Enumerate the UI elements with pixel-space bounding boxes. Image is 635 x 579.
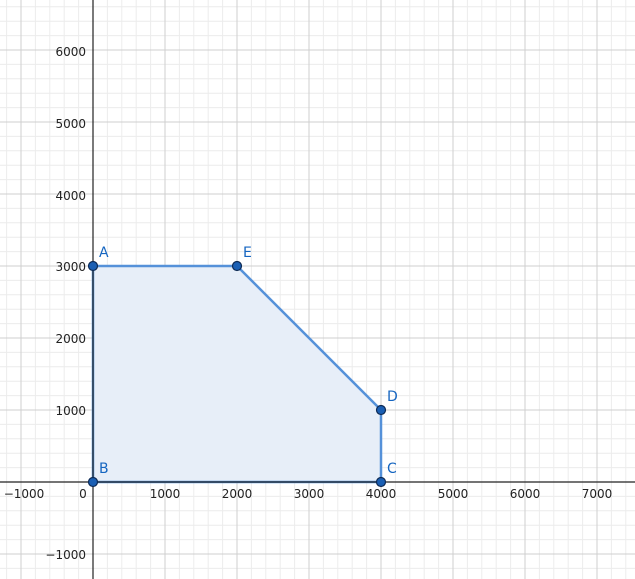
point-label-b: B [99,461,109,477]
y-tick-label: 2000 [55,332,86,346]
x-tick-label: −1000 [4,487,45,501]
point-label-a: A [99,245,109,261]
x-tick-label: 4000 [366,487,397,501]
point-label-d: D [387,389,398,405]
y-tick-label: 5000 [55,117,86,131]
x-tick-label: 6000 [510,487,541,501]
point-d[interactable] [375,404,387,416]
vertex-points: A E D C B [87,245,398,488]
point-c[interactable] [375,476,387,488]
point-a[interactable] [87,260,99,272]
x-tick-label: 2000 [222,487,253,501]
point-e[interactable] [231,260,243,272]
point-b[interactable] [87,476,99,488]
x-tick-label: 7000 [582,487,613,501]
y-tick-label: 4000 [55,189,86,203]
y-tick-label: 3000 [55,260,86,274]
x-tick-label: 0 [79,487,87,501]
x-tick-label: 1000 [150,487,181,501]
y-tick-label: 1000 [55,404,86,418]
x-tick-label: 5000 [438,487,469,501]
point-label-e: E [243,245,252,261]
y-tick-label: 6000 [55,45,86,59]
point-label-c: C [387,461,397,477]
y-tick-label: −1000 [45,548,86,562]
x-tick-label: 3000 [294,487,325,501]
